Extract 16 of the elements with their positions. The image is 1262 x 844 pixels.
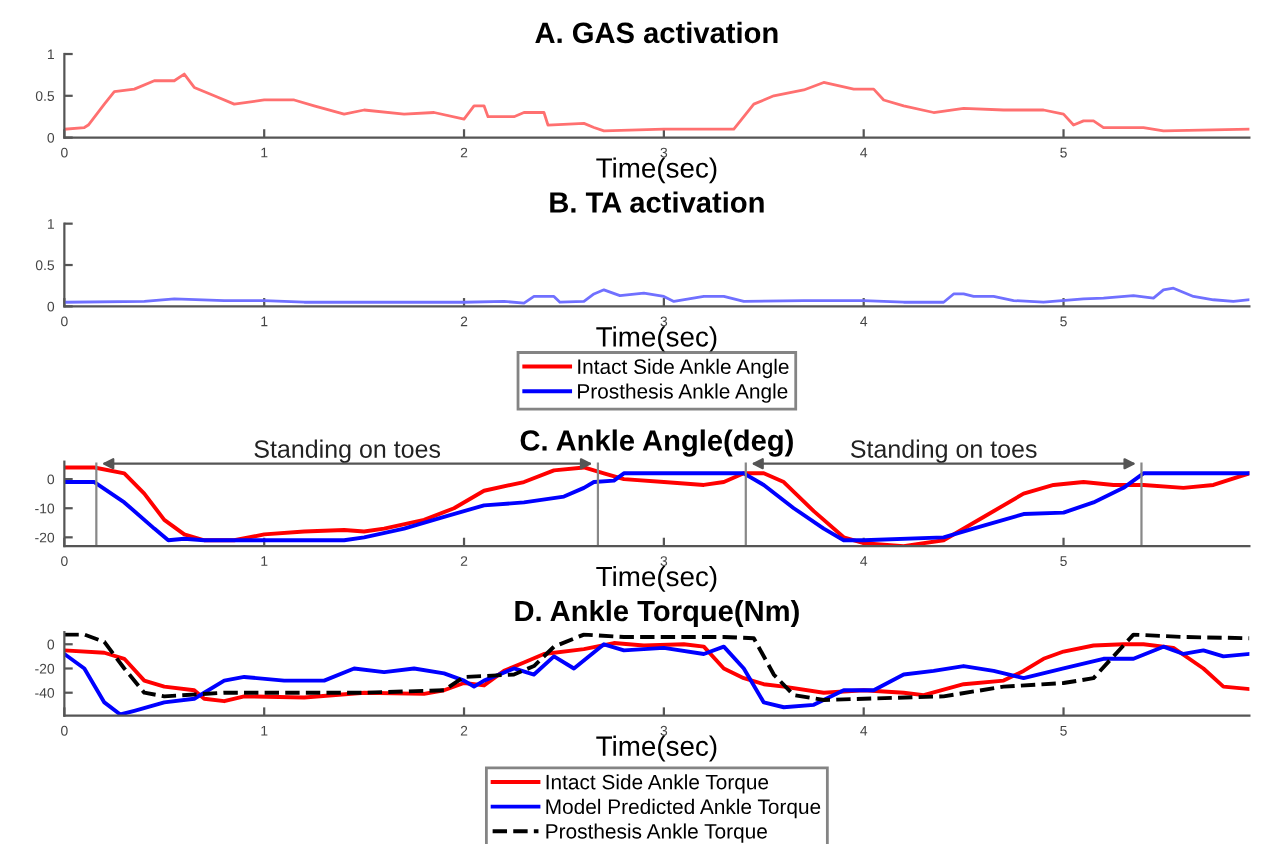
legend-label: Intact Side Ankle Angle	[578, 358, 789, 379]
x-axis-title: Time(sec)	[596, 157, 717, 184]
legend-label: Intact Side Ankle Torque	[546, 774, 769, 794]
legend-label: Model Predicted Ankle Torque	[546, 798, 821, 819]
chart-title: B. TA activation	[550, 191, 764, 213]
line-series	[64, 72, 1250, 133]
chart-title: A. GAS activation	[535, 21, 778, 44]
legend-label: Prosthesis Ankle Torque	[546, 823, 767, 843]
x-axis-title: Time(sec)	[596, 565, 717, 592]
annotation: Standing on toes	[850, 439, 1037, 463]
legend-label: Prosthesis Ankle Angle	[578, 383, 788, 403]
annotation: Standing on toes	[254, 439, 441, 463]
chart-title: C. Ankle Angle(deg)	[520, 429, 793, 457]
chart-title: D. Ankle Torque(Nm)	[515, 599, 799, 628]
x-axis-title: Time(sec)	[596, 326, 717, 353]
x-axis-title: Time(sec)	[596, 735, 717, 762]
